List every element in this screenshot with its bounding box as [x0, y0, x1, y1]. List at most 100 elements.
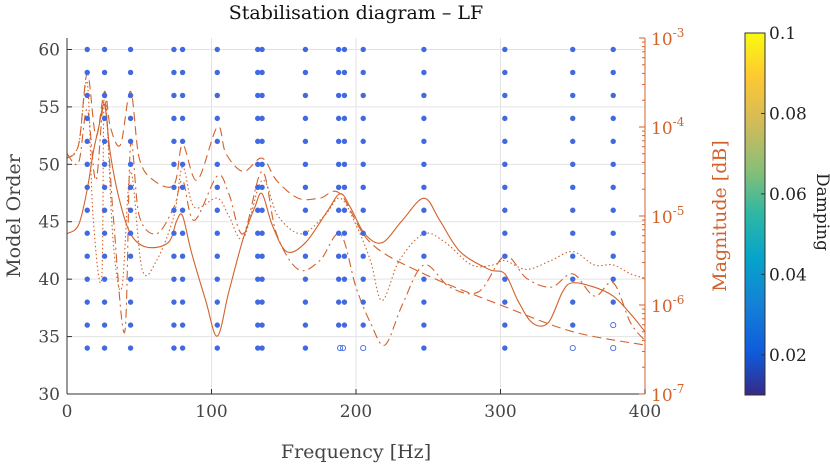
y-axis-ticks: 30 35 40 45 50 55 60 [38, 40, 72, 405]
colorbar-label: Damping [812, 173, 830, 251]
stable-pole [127, 115, 134, 122]
y2-tick-base: 10 [651, 297, 673, 317]
stable-pole [302, 46, 309, 53]
stable-pole [570, 253, 576, 259]
stable-pole [360, 115, 366, 122]
stable-pole [610, 138, 616, 145]
unstable-pole [569, 345, 576, 352]
x-axis-label: Frequency [Hz] [281, 441, 431, 463]
colorbar-tick-label: 0.02 [769, 346, 807, 366]
stable-pole [341, 322, 348, 328]
unstable-pole [610, 322, 617, 329]
stable-pole [421, 46, 427, 53]
stable-pole [179, 138, 186, 145]
stable-pole [502, 299, 508, 305]
colorbar-tick-label: 0.1 [769, 24, 796, 44]
y-tick-label: 35 [38, 328, 60, 348]
stable-pole [302, 299, 309, 305]
y-tick-label: 50 [38, 155, 60, 175]
stable-pole [570, 184, 576, 190]
stable-pole [259, 69, 265, 76]
stable-pole [171, 230, 177, 236]
stable-pole [502, 92, 508, 99]
stable-pole [610, 299, 616, 305]
grid-lines [66, 38, 646, 395]
stable-pole [179, 345, 186, 351]
stable-pole [341, 115, 348, 122]
stable-pole [421, 207, 427, 213]
stable-pole [179, 92, 186, 99]
stable-pole [502, 161, 508, 168]
stable-pole [610, 184, 616, 190]
stable-pole [335, 207, 342, 213]
stable-pole [84, 46, 90, 53]
unstable-pole [610, 345, 617, 352]
stable-pole [214, 322, 220, 328]
y2-tick-label: 10-6 [651, 293, 684, 317]
x-tick-label: 100 [195, 402, 227, 422]
stable-pole [421, 138, 427, 145]
x-tick-label: 200 [340, 402, 372, 422]
stable-pole [179, 115, 186, 122]
stable-pole [127, 322, 134, 328]
stable-pole [179, 230, 186, 236]
stable-pole [84, 115, 90, 122]
stable-pole [302, 253, 309, 259]
stable-pole [302, 69, 309, 76]
stable-pole [179, 46, 186, 53]
stable-pole [259, 230, 265, 236]
stable-pole [421, 115, 427, 122]
y2-axis-label: Magnitude [dB] [709, 140, 731, 292]
stable-pole [335, 299, 342, 305]
stable-pole [101, 253, 108, 259]
magnitude-curve-solid [67, 103, 645, 337]
stable-pole [341, 138, 348, 145]
y-tick-label: 55 [38, 98, 60, 118]
stable-pole [421, 230, 427, 236]
stable-pole [302, 92, 309, 99]
stable-pole [214, 253, 220, 259]
magnitude-curve-dashed [67, 73, 645, 346]
stable-pole [171, 184, 177, 190]
stable-pole [502, 276, 508, 282]
stable-pole [127, 161, 134, 168]
stable-pole [610, 69, 616, 76]
stable-pole [335, 230, 342, 236]
stable-pole [360, 207, 366, 213]
y2-tick-label: 10-7 [651, 382, 684, 406]
stable-pole [360, 69, 366, 76]
stable-pole [101, 299, 108, 305]
stable-pole [101, 322, 108, 328]
stable-pole [341, 253, 348, 259]
stable-pole [84, 184, 90, 190]
y-tick-label: 30 [38, 385, 60, 405]
stable-pole [179, 322, 186, 328]
stable-pole [171, 299, 177, 305]
stable-pole [341, 207, 348, 213]
stable-pole [127, 299, 134, 305]
stable-pole [127, 92, 134, 99]
y2-tick-exponent: -4 [673, 115, 685, 129]
stable-pole [259, 115, 265, 122]
stable-pole [127, 46, 134, 53]
stable-pole [101, 69, 108, 76]
stable-pole [179, 253, 186, 259]
stable-pole [341, 161, 348, 168]
stable-pole [502, 345, 508, 351]
stable-pole [255, 46, 261, 53]
y2-axis-ticks: 10-710-610-510-410-3 [639, 26, 685, 406]
stable-pole [171, 322, 177, 328]
stable-pole [302, 161, 309, 168]
stable-pole [570, 115, 576, 122]
stable-pole [335, 253, 342, 259]
stable-pole [302, 345, 309, 351]
stable-pole [214, 230, 220, 236]
stable-pole [335, 92, 342, 99]
stable-pole [101, 46, 108, 53]
stable-pole [421, 322, 427, 328]
stable-pole [502, 115, 508, 122]
stable-pole [341, 92, 348, 99]
stable-pole [84, 161, 90, 168]
stable-pole [259, 161, 265, 168]
stable-pole [127, 276, 134, 282]
